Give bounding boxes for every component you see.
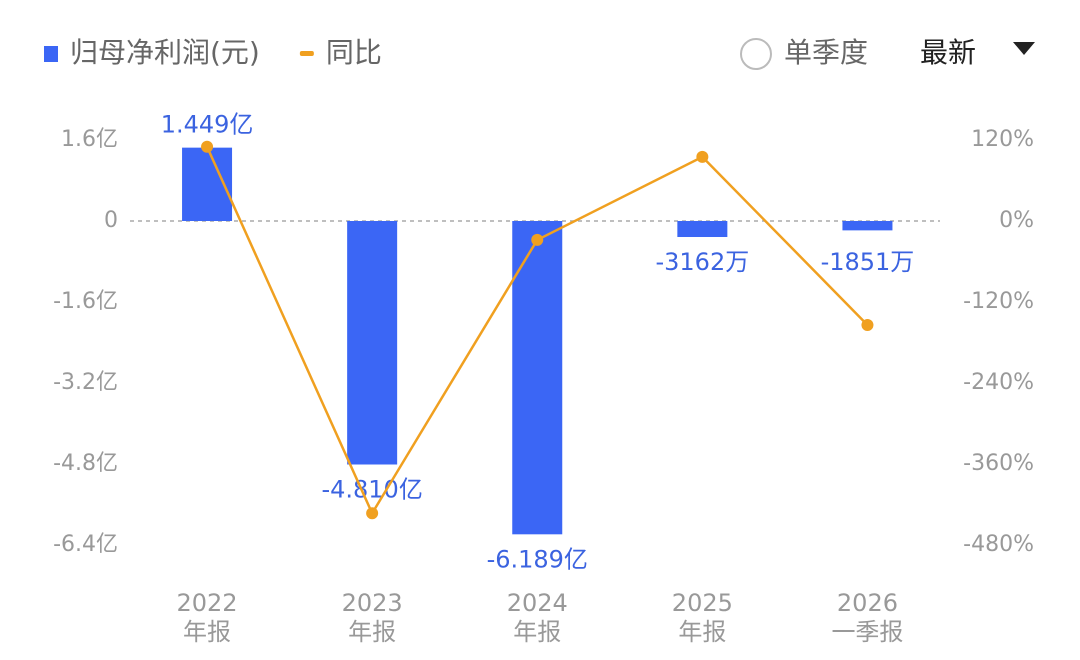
sort-label[interactable]: 最新 — [920, 36, 976, 69]
x-tick-label: 2025 — [672, 589, 733, 617]
line-point — [201, 140, 214, 153]
bar — [347, 221, 398, 465]
x-tick-label: 2024 — [507, 589, 568, 617]
x-tick-label: 年报 — [678, 618, 726, 646]
value-label: -3162万 — [655, 248, 749, 276]
value-label: -4.810亿 — [321, 476, 422, 504]
x-tick-label: 一季报 — [831, 618, 903, 646]
value-label: -1851万 — [821, 248, 915, 276]
y-tick-label: -6.4亿 — [53, 532, 118, 557]
value-label: 1.449亿 — [161, 111, 254, 139]
option-label[interactable]: 单季度 — [784, 36, 868, 69]
y-tick-label: 0 — [104, 208, 118, 233]
line-point — [696, 150, 709, 163]
bar — [677, 221, 728, 238]
dropdown-arrow[interactable] — [1013, 42, 1035, 55]
y2-tick-label: -120% — [963, 289, 1034, 314]
value-label: -6.189亿 — [487, 545, 588, 573]
bar — [512, 221, 563, 535]
y2-tick-label: -240% — [963, 370, 1034, 395]
line-point — [861, 318, 874, 331]
x-tick-label: 年报 — [513, 618, 561, 646]
y-tick-label: -3.2亿 — [53, 370, 118, 395]
y2-tick-label: -480% — [963, 532, 1034, 557]
x-tick-label: 年报 — [183, 618, 231, 646]
radio[interactable] — [740, 38, 772, 70]
y-tick-label: -1.6亿 — [53, 289, 118, 314]
line-point — [366, 507, 379, 520]
bar — [842, 221, 893, 231]
legend-label: 同比 — [326, 36, 382, 69]
x-tick-label: 2023 — [342, 589, 403, 617]
y2-tick-label: 0% — [999, 208, 1034, 233]
legend-swatch — [44, 46, 58, 62]
y2-tick-label: -360% — [963, 451, 1034, 476]
y2-tick-label: 120% — [971, 127, 1034, 152]
x-tick-label: 2022 — [177, 589, 238, 617]
legend-label: 归母净利润(元) — [70, 36, 260, 69]
y-tick-label: 1.6亿 — [61, 127, 118, 152]
line-point — [531, 233, 544, 246]
x-tick-label: 2026 — [837, 589, 898, 617]
y-tick-label: -4.8亿 — [53, 451, 118, 476]
x-tick-label: 年报 — [348, 618, 396, 646]
legend-swatch — [299, 51, 314, 56]
